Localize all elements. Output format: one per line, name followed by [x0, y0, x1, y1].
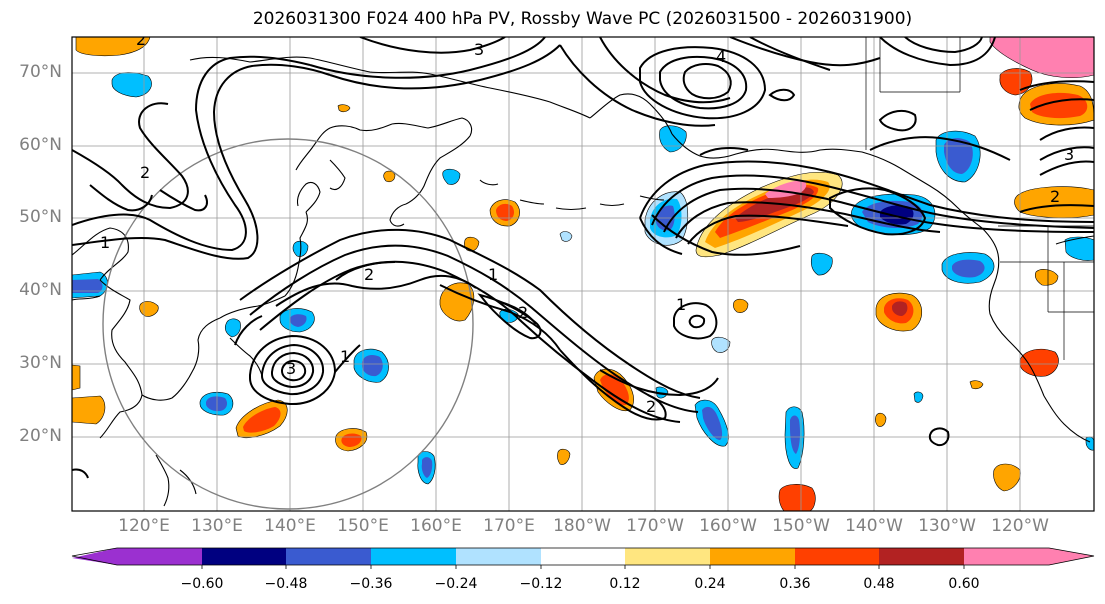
colorbar-segment — [795, 548, 879, 565]
colorbar-segment — [710, 548, 795, 565]
lat-label-20n: 20°N — [19, 426, 62, 446]
rossby-wave-circle — [102, 138, 474, 510]
lat-label-60n: 60°N — [19, 135, 62, 155]
colorbar-tick-label: 0.60 — [948, 576, 980, 592]
contour-label: 4 — [716, 47, 726, 66]
colorbar-tick-label: 0.12 — [609, 576, 641, 592]
colorbar-tick-label: −0.36 — [349, 576, 393, 592]
colorbar-extend-high — [1049, 548, 1094, 565]
colorbar-segment — [541, 548, 625, 565]
political-borders — [865, 37, 1094, 360]
lon-label-150w: 150°W — [772, 516, 830, 536]
contour-label: 1 — [340, 347, 350, 366]
contour-label: 2 — [136, 30, 146, 49]
pv-contours — [72, 37, 1094, 479]
colorbar-tick-label: −0.48 — [264, 576, 308, 592]
contour-label: 2 — [140, 163, 150, 182]
colorbar-tick-label: 0.36 — [779, 576, 811, 592]
positive-anomaly-top-right — [989, 37, 1094, 79]
colorbar-tick-label: −0.12 — [519, 576, 563, 592]
contour-label: 2 — [1050, 187, 1060, 206]
contour-label: 1 — [676, 295, 686, 314]
contour-label: 3 — [474, 40, 484, 59]
lon-label-160w: 160°W — [699, 516, 757, 536]
lon-label-160e: 160°E — [410, 516, 462, 536]
colorbar-tick-label: 0.48 — [863, 576, 895, 592]
colorbar-segment — [964, 548, 1049, 565]
positive-anomaly-top-left — [75, 37, 151, 57]
lon-label-180w: 180°W — [553, 516, 611, 536]
colorbar-tick-label: −0.24 — [434, 576, 478, 592]
contour-label: 3 — [1064, 145, 1074, 164]
colorbar-tick-label: −0.60 — [180, 576, 224, 592]
lat-label-50n: 50°N — [19, 207, 62, 227]
lat-label-70n: 70°N — [19, 62, 62, 82]
colorbar-segment — [879, 548, 964, 565]
colorbar — [71, 547, 1095, 569]
map-title: 2026031300 F024 400 hPa PV, Rossby Wave … — [252, 9, 913, 29]
lon-label-120w: 120°W — [991, 516, 1049, 536]
lon-label-150e: 150°E — [337, 516, 389, 536]
lon-label-170e: 170°E — [483, 516, 535, 536]
colorbar-segment — [371, 548, 456, 565]
lon-label-170w: 170°W — [626, 516, 684, 536]
contour-label: 2 — [646, 397, 656, 416]
lat-label-40n: 40°N — [19, 280, 62, 300]
map-background — [72, 37, 1094, 511]
colorbar-segment — [456, 548, 541, 565]
lon-label-130w: 130°W — [918, 516, 976, 536]
contour-label: 3 — [286, 359, 296, 378]
gridlines — [72, 37, 1094, 511]
contour-label: 1 — [100, 233, 110, 252]
colorbar-segment — [117, 548, 202, 565]
positive-anomaly-165e — [439, 282, 475, 322]
lon-label-140e: 140°E — [264, 516, 316, 536]
lat-label-30n: 30°N — [19, 353, 62, 373]
lon-label-140w: 140°W — [845, 516, 903, 536]
colorbar-segment — [625, 548, 710, 565]
colorbar-segment — [202, 548, 286, 565]
map-frame — [71, 36, 1095, 512]
lon-label-130e: 130°E — [191, 516, 243, 536]
colorbar-tick-label: 0.24 — [694, 576, 726, 592]
lon-label-120e: 120°E — [118, 516, 170, 536]
colorbar-segment — [286, 548, 371, 565]
contour-labels: 1 2 2 3 4 1 2 2 2 1 3 2 1 3 — [100, 30, 1074, 416]
contour-label: 2 — [364, 265, 374, 284]
contour-label: 1 — [488, 265, 498, 284]
colorbar-extend-low — [72, 548, 117, 565]
contour-label: 2 — [518, 303, 528, 322]
